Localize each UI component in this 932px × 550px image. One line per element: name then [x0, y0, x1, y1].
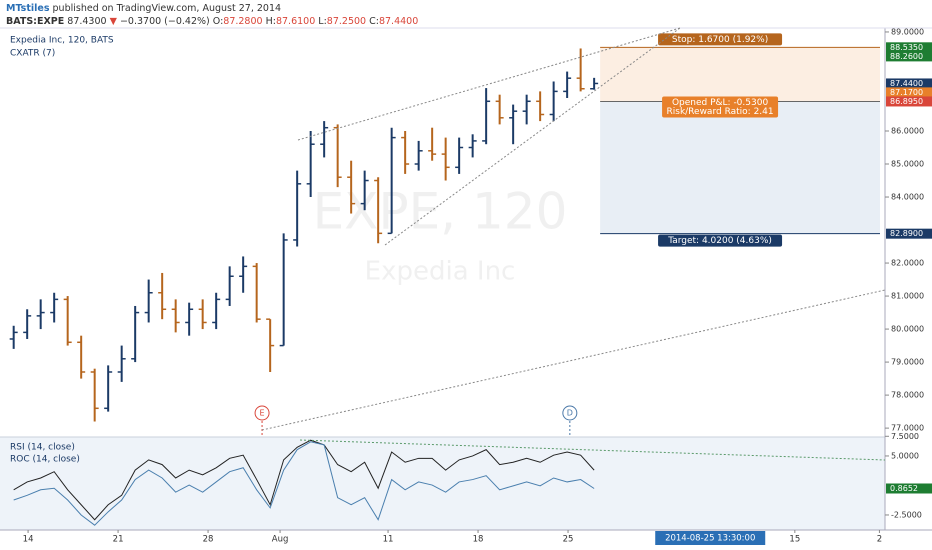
trendline	[299, 439, 886, 461]
rr-label: Risk/Reward Ratio: 2.41	[667, 107, 774, 117]
price-marker-label: 86.8950	[890, 97, 923, 106]
ohlc-key: L:	[318, 16, 327, 27]
ohlc-value: 87.4400	[379, 16, 418, 27]
x-tick-label: 21	[113, 535, 124, 545]
price-marker	[886, 87, 932, 98]
change: −0.3700 (−0.42%)	[120, 16, 210, 27]
y-tick-label: 85.0000	[891, 160, 924, 169]
crosshair-label: 2014-08-25 13:30:00	[665, 534, 755, 544]
price-marker-label: 88.2600	[890, 52, 923, 61]
chart-subtitle: CXATR (7)	[10, 49, 55, 59]
price-marker	[886, 96, 932, 107]
trendlines	[261, 27, 886, 461]
y2-tick-label: -2.5000	[891, 510, 922, 519]
ohlc-value: 87.2500	[327, 16, 366, 27]
header-line-2: BATS:EXPE 87.4300 ▼ −0.3700 (−0.42%) O:8…	[6, 16, 418, 27]
price-marker-label: 88.5350	[890, 43, 923, 52]
price-marker-label: 82.8900	[890, 229, 923, 238]
x-tick-label: 11	[383, 535, 394, 545]
price-marker-label: 87.4400	[890, 79, 923, 88]
author: MTstiles	[6, 3, 50, 14]
y-tick-label: 84.0000	[891, 193, 924, 202]
price-marker-label: 87.1700	[890, 88, 923, 97]
y2-tick-label: 7.5000	[891, 432, 919, 441]
ohlc-key: O:	[213, 16, 224, 27]
header-line-1: MTstiles published on TradingView.com, A…	[6, 3, 281, 14]
crosshair-box	[655, 531, 766, 545]
y-tick-label: 80.0000	[891, 325, 924, 334]
ohlc-value: 87.6100	[276, 16, 315, 27]
arrow: ▼	[110, 16, 118, 27]
y2-tick-label: 5.0000	[891, 451, 919, 460]
price-marker	[886, 228, 932, 239]
stop-zone	[600, 47, 880, 102]
pnl-label: Opened P&L: -0.5300	[672, 98, 769, 108]
watermark: EXPE, 120 Expedia Inc	[313, 183, 568, 287]
x-tick-label: 2	[877, 535, 882, 545]
chart-title: Expedia Inc, 120, BATS	[10, 36, 114, 46]
indicator-line	[13, 441, 595, 526]
event-marker	[562, 405, 578, 421]
stop-label-box	[658, 33, 783, 46]
event-label: D	[567, 409, 573, 418]
last: 87.4300	[67, 16, 106, 27]
indicator-pane	[0, 437, 885, 530]
y-tick-label: 81.0000	[891, 292, 924, 301]
price-marker	[886, 51, 932, 62]
price-marker	[886, 42, 932, 53]
y-tick-label: 82.0000	[891, 259, 924, 268]
ohlc-key: C:	[369, 16, 379, 27]
published: published on TradingView.com, August 27,…	[53, 3, 282, 14]
indicator-marker-label: 0.8652	[890, 484, 918, 493]
target-label-box	[658, 234, 783, 247]
y-tick-label: 86.0000	[891, 127, 924, 136]
watermark-sub: Expedia Inc	[365, 257, 516, 287]
symbol: BATS:EXPE	[6, 16, 64, 27]
x-tick-label: 14	[23, 535, 34, 545]
trendline	[384, 27, 681, 246]
y-tick-label: 77.0000	[891, 424, 924, 433]
target-label: Target: 4.0200 (4.63%)	[667, 236, 772, 246]
y-tick-label: 79.0000	[891, 358, 924, 367]
stop-label: Stop: 1.6700 (1.92%)	[672, 35, 768, 45]
indicator-line	[13, 439, 595, 521]
pnl-label-box	[662, 96, 779, 118]
watermark-text: EXPE, 120	[313, 183, 568, 241]
x-tick-label: 28	[203, 535, 214, 545]
trendline	[261, 289, 886, 431]
x-tick-label: 25	[563, 535, 574, 545]
ohlc-key: H:	[266, 16, 276, 27]
event-marker	[254, 405, 270, 421]
indicator-marker	[886, 483, 932, 494]
price-marker	[886, 78, 932, 89]
indicator-legend: ROC (14, close)	[10, 455, 80, 465]
x-tick-label: 15	[789, 535, 800, 545]
x-tick-label: 18	[473, 535, 484, 545]
target-zone	[600, 101, 880, 234]
x-tick-label: Aug	[272, 535, 289, 545]
ohlc-value: 87.2800	[223, 16, 262, 27]
indicator-legend: RSI (14, close)	[10, 443, 75, 453]
event-label: E	[260, 409, 265, 418]
y-tick-label: 89.0000	[891, 27, 924, 36]
plot: Stop: 1.6700 (1.92%)Opened P&L: -0.5300R…	[9, 27, 932, 545]
y-tick-label: 78.0000	[891, 391, 924, 400]
